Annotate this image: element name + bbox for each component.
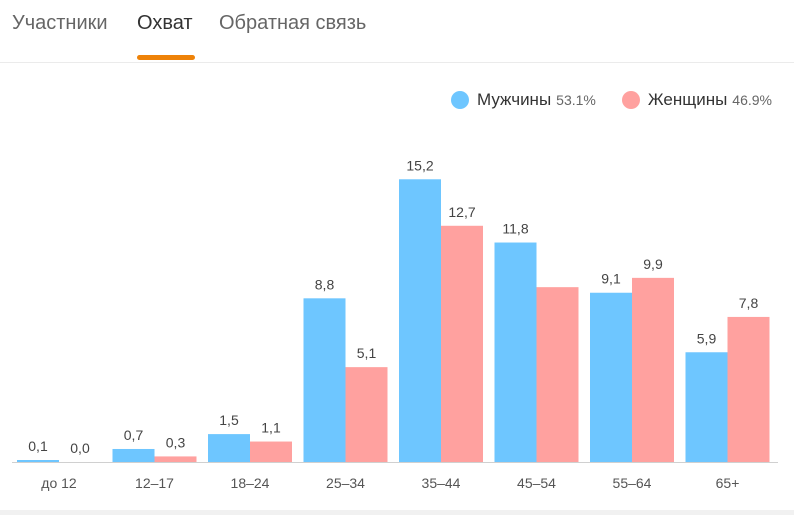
- x-tick-label-1: 12–17: [135, 475, 174, 491]
- bar-male-7[interactable]: [685, 352, 728, 462]
- x-tick-label-6: 55–64: [613, 475, 652, 491]
- data-label-female-3: 5,1: [357, 345, 377, 361]
- legend-percent-male: 53.1%: [556, 92, 596, 108]
- legend-dot-female: [621, 91, 640, 109]
- tab-participants[interactable]: Участники: [12, 12, 108, 34]
- bar-male-5[interactable]: [494, 242, 537, 462]
- x-tick-label-2: 18–24: [231, 475, 270, 491]
- bottom-divider: [0, 510, 794, 515]
- bar-male-2[interactable]: [208, 434, 250, 462]
- bar-male-4[interactable]: [399, 179, 441, 462]
- legend-label-male: Мужчины: [476, 90, 552, 109]
- tab-feedback[interactable]: Обратная связь: [219, 12, 367, 34]
- data-label-male-5: 11,8: [502, 221, 528, 237]
- bar-female-7[interactable]: [727, 316, 770, 462]
- x-tick-label-4: 35–44: [422, 475, 461, 491]
- data-label-male-6: 9,1: [601, 271, 621, 287]
- data-label-male-0: 0,1: [28, 438, 48, 454]
- bar-female-2[interactable]: [250, 441, 292, 462]
- data-label-female-4: 12,7: [448, 204, 475, 220]
- x-tick-label-5: 45–54: [517, 475, 556, 491]
- data-label-female-2: 1,1: [261, 420, 281, 436]
- data-label-male-2: 1,5: [219, 412, 239, 428]
- tab-reach[interactable]: Охват: [137, 12, 193, 34]
- bar-female-6[interactable]: [632, 277, 674, 462]
- data-label-female-7: 7,8: [739, 295, 759, 311]
- legend-item-female[interactable]: Женщины 46.9%: [621, 90, 772, 110]
- active-tab-indicator: [137, 55, 195, 60]
- bar-male-1[interactable]: [112, 448, 155, 462]
- data-label-male-4: 15,2: [406, 157, 433, 173]
- x-tick-label-3: 25–34: [326, 475, 365, 491]
- bar-female-3[interactable]: [345, 367, 388, 462]
- bar-male-3[interactable]: [303, 298, 346, 462]
- bar-male-6[interactable]: [590, 292, 632, 462]
- legend-percent-female: 46.9%: [732, 92, 772, 108]
- data-label-male-7: 5,9: [697, 330, 717, 346]
- x-tick-label-0: до 12: [41, 475, 77, 491]
- chart-legend: Мужчины 53.1% Женщины 46.9%: [425, 90, 772, 110]
- legend-item-male[interactable]: Мужчины 53.1%: [450, 90, 596, 110]
- data-label-male-1: 0,7: [124, 427, 144, 443]
- data-label-female-0: 0,0: [70, 440, 90, 456]
- legend-dot-male: [450, 91, 469, 109]
- bar-female-4[interactable]: [441, 225, 483, 462]
- data-label-female-1: 0,3: [166, 434, 186, 450]
- bar-female-5[interactable]: [536, 287, 579, 462]
- tab-bar: Участники Охват Обратная связь: [0, 0, 794, 63]
- bar-female-1[interactable]: [154, 456, 197, 462]
- x-tick-label-7: 65+: [716, 475, 740, 491]
- bar-male-0[interactable]: [17, 460, 59, 462]
- data-label-male-3: 8,8: [315, 276, 335, 292]
- data-label-female-6: 9,9: [643, 256, 663, 272]
- legend-label-female: Женщины: [647, 90, 728, 109]
